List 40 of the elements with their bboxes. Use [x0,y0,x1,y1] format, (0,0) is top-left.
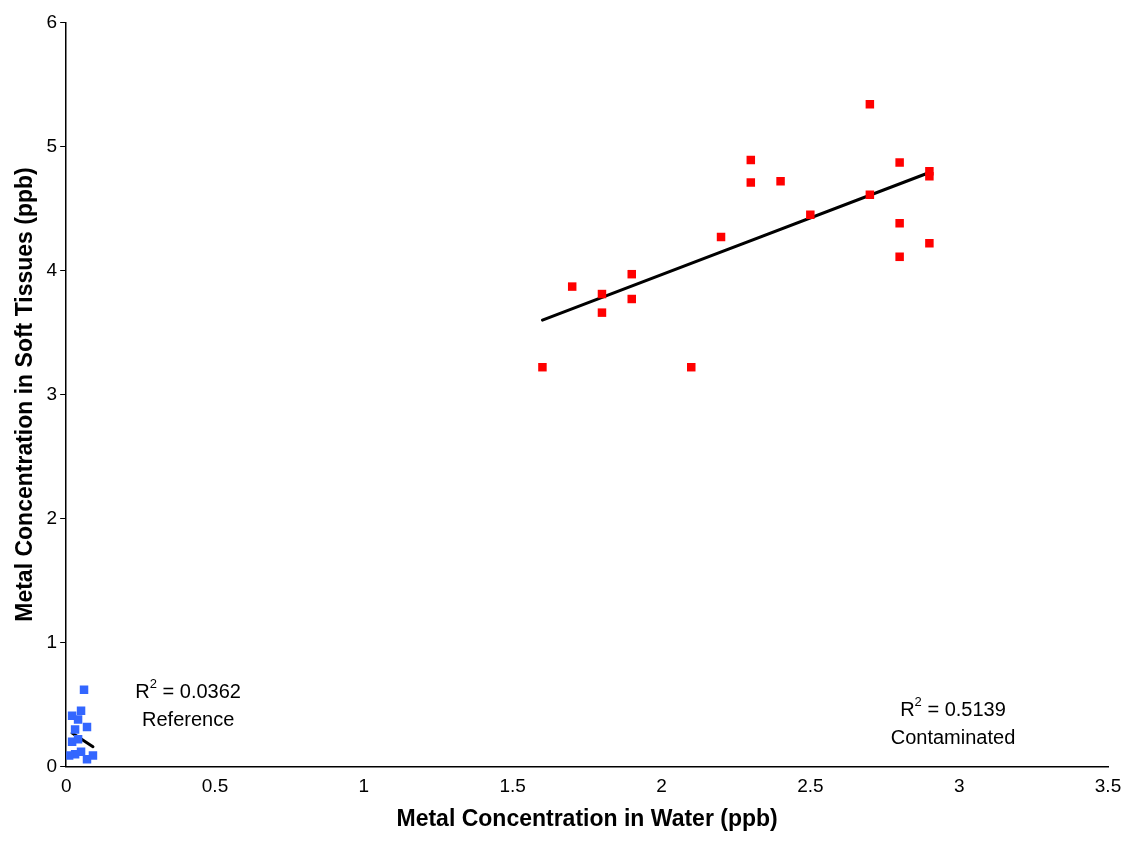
point [73,735,83,744]
x-tick-label: 0.5 [201,775,229,797]
point [597,308,607,317]
point [627,269,636,279]
x-tick-label: 0 [60,775,72,797]
x-tick-label: 3 [953,775,965,797]
y-axis-title: Metal Concentration in Soft Tissues (ppb) [11,167,38,622]
x-tick-label: 3.5 [1094,775,1122,797]
point [687,362,696,372]
x-tick-label: 1.5 [499,775,526,797]
point [73,715,83,724]
point [895,252,904,262]
y-tick-label: 4 [46,258,58,280]
point [567,282,577,291]
point [79,685,89,694]
y-tick-label: 3 [46,382,58,404]
point [776,176,785,186]
x-tick-label: 2.5 [797,775,824,797]
annotation: Reference [142,708,235,731]
y-tick-label: 2 [46,506,58,528]
x-tick-label: 2 [656,775,667,797]
point [538,362,547,372]
point [895,219,904,228]
point [806,210,815,219]
point [627,294,636,304]
point [70,725,80,734]
annotation: Contaminated [890,726,1016,749]
y-tick-label: 6 [46,10,58,32]
point [895,158,904,167]
point [746,178,756,187]
point [88,751,98,760]
x-axis-title: Metal Concentration in Water (ppb) [396,804,778,831]
y-tick-label: 5 [46,134,58,156]
x-tick-label: 1 [358,775,370,797]
y-tick-label: 1 [46,630,58,652]
point [925,238,934,248]
point [76,747,86,756]
point [925,171,934,181]
point [865,100,875,109]
y-tick-label: 0 [46,754,58,776]
